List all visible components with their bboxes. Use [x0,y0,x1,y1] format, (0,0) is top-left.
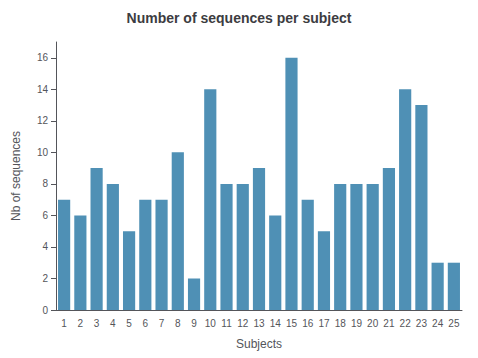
svg-text:25: 25 [448,318,460,329]
svg-text:14: 14 [270,318,282,329]
svg-text:Nb of sequences: Nb of sequences [9,131,23,221]
svg-text:22: 22 [400,318,412,329]
svg-text:20: 20 [367,318,379,329]
svg-text:3: 3 [94,318,100,329]
svg-text:1: 1 [61,318,67,329]
svg-text:11: 11 [221,318,232,329]
svg-text:10: 10 [205,318,217,329]
svg-text:21: 21 [383,318,395,329]
svg-text:Subjects: Subjects [236,337,282,351]
svg-text:10: 10 [37,147,49,158]
svg-text:14: 14 [37,84,49,95]
svg-text:16: 16 [302,318,314,329]
svg-text:13: 13 [253,318,265,329]
svg-text:5: 5 [126,318,132,329]
svg-text:15: 15 [286,318,298,329]
svg-text:23: 23 [416,318,428,329]
svg-text:2: 2 [42,273,48,284]
svg-text:12: 12 [37,115,49,126]
svg-text:4: 4 [42,241,48,252]
svg-text:8: 8 [175,318,181,329]
svg-text:9: 9 [191,318,197,329]
svg-text:18: 18 [335,318,347,329]
svg-text:7: 7 [159,318,165,329]
svg-text:12: 12 [237,318,249,329]
svg-text:8: 8 [42,178,48,189]
svg-text:0: 0 [42,305,48,316]
svg-text:4: 4 [110,318,116,329]
svg-text:Number of sequences per subjec: Number of sequences per subject [127,10,352,26]
svg-text:24: 24 [432,318,444,329]
svg-text:17: 17 [318,318,330,329]
svg-text:2: 2 [78,318,84,329]
svg-text:16: 16 [37,52,49,63]
svg-text:6: 6 [143,318,149,329]
svg-text:6: 6 [42,210,48,221]
svg-text:19: 19 [351,318,363,329]
